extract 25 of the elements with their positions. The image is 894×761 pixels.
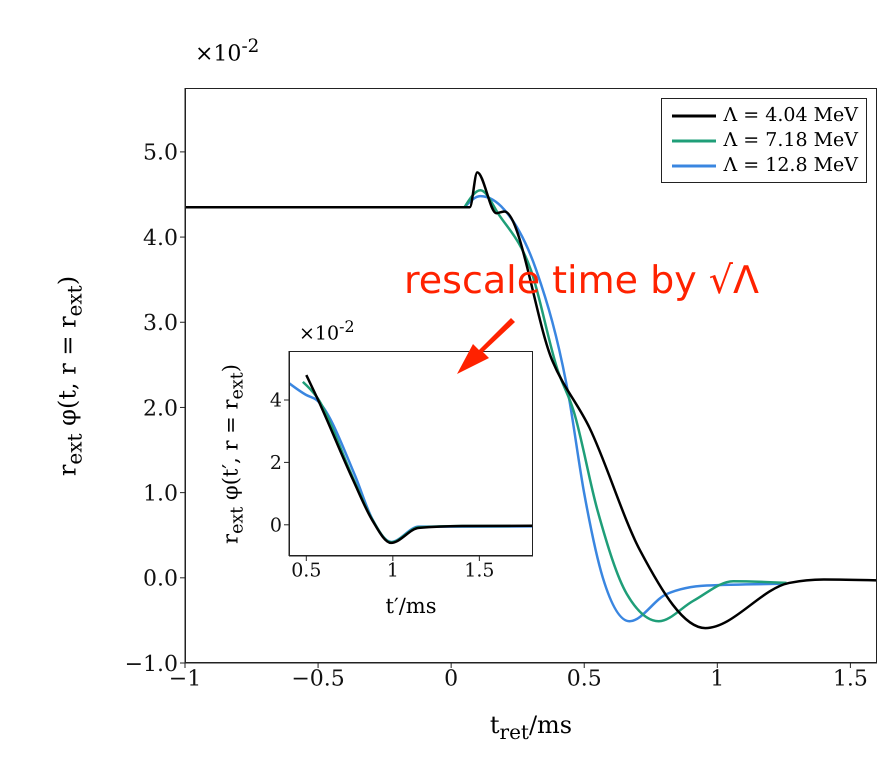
x-tick-label: 1 [386, 559, 399, 582]
x-tick-label: −0.5 [291, 666, 345, 692]
line-series [185, 171, 877, 630]
x-tick-label: 1.5 [464, 559, 494, 582]
x-axis-title: t$_{ret}$/ms [488, 711, 574, 744]
x-axis-title: t′/ms [384, 594, 438, 618]
legend-label: Λ = 7.18 MeV [724, 128, 858, 153]
x-tick-label: 0.5 [291, 559, 322, 582]
y-tick-label: 5.0 [143, 140, 178, 166]
y-tick-label: 4.0 [143, 226, 178, 251]
y-tick-label: 3.0 [143, 311, 178, 336]
text: ×10$^{-2}$ [195, 36, 260, 66]
y-tick-label: 0.0 [143, 566, 178, 592]
x-tick-label: 1 [710, 666, 724, 692]
y-tick-label: 1.0 [143, 481, 178, 506]
x-tick-label: 0.5 [566, 666, 602, 692]
y-tick-label: 2.0 [143, 396, 178, 422]
x-tick-label: 1.5 [832, 666, 868, 692]
y-tick-label: 4 [270, 390, 282, 412]
x-tick-label: 0 [444, 666, 458, 692]
annotation: ×10$^{-2}$ [299, 317, 355, 344]
y-tick-label: 0 [270, 514, 282, 537]
legend-label: Λ = 12.8 MeV [724, 153, 858, 178]
y-tick-label: 2 [270, 452, 282, 474]
legend-label: Λ = 4.04 MeV [724, 103, 858, 128]
